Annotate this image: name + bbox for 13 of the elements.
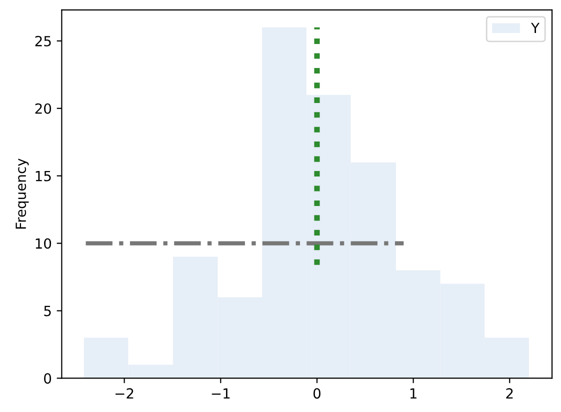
x-tick-label: −1 xyxy=(212,388,230,398)
y-tick-label: 20 xyxy=(35,103,52,114)
y-tick-label: 25 xyxy=(35,36,51,46)
y-tick-label: 5 xyxy=(44,306,51,316)
x-tick-label: −2 xyxy=(116,388,134,398)
y-tick-label: 10 xyxy=(36,238,52,249)
y-tick-label: 15 xyxy=(36,170,51,182)
legend-label: Y xyxy=(531,22,540,33)
x-tick-label: 2 xyxy=(506,388,513,398)
x-tick-label: 0 xyxy=(313,388,320,399)
x-tick-label: 1 xyxy=(410,388,416,398)
y-axis-title: Frequency xyxy=(16,158,29,229)
y-tick-label: 0 xyxy=(44,373,52,384)
